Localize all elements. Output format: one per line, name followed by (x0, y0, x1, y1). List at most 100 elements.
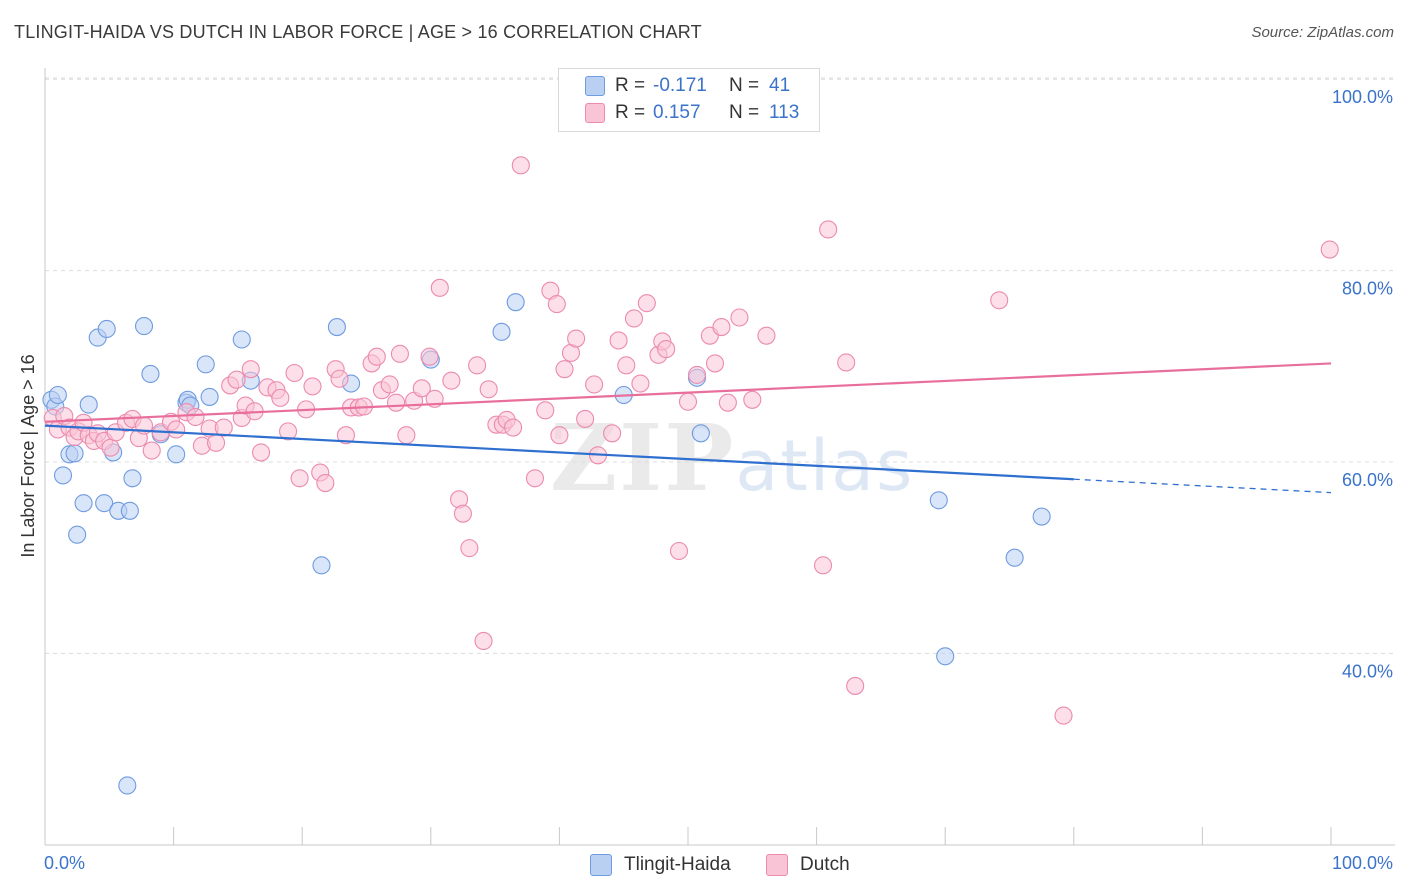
bottom-legend-swatch-tlingit (590, 854, 612, 876)
x-tick-label: 100.0% (1332, 853, 1393, 873)
dutch-point (397, 426, 416, 445)
dutch-point (186, 407, 205, 427)
tlingit-haida-point (120, 501, 139, 520)
tlingit-haida-point (1005, 548, 1024, 567)
dutch-point (678, 392, 698, 411)
legend-r-label: R = (615, 102, 646, 123)
tlingit-haida-point (167, 445, 186, 464)
tlingit-haida-point (1032, 507, 1051, 526)
dutch-point (990, 291, 1009, 310)
legend-r-label: R = (615, 75, 646, 96)
bottom-legend-label-tlingit: Tlingit-Haida (624, 854, 731, 875)
labels-layer: 40.0% 60.0% 80.0% 100.0% 0.0% 100.0% In Labor … (18, 87, 1393, 873)
dutch-point (567, 329, 586, 348)
dutch-point (279, 422, 298, 441)
bottom-legend-label-dutch: Dutch (800, 854, 850, 875)
legend-swatch-dutch (585, 103, 605, 123)
dutch-point (813, 556, 833, 575)
tlingit-haida-point (936, 647, 955, 666)
bottom-legend-dutch: Dutch (766, 852, 850, 878)
dutch-point (547, 295, 566, 314)
dutch-point (730, 308, 749, 327)
dutch-point (585, 375, 604, 394)
dutch-point (712, 318, 731, 337)
dutch-point (837, 353, 856, 372)
dutch-point (330, 369, 349, 388)
y-tick-label: 80.0% (1342, 279, 1393, 299)
dutch-point (251, 443, 271, 462)
dutch-point (669, 541, 689, 561)
dutch-trendline (44, 362, 1332, 423)
dutch-point (511, 156, 530, 175)
y-axis-title: In Labor Force | Age > 16 (18, 354, 38, 557)
bottom-legend-tlingit: Tlingit-Haida (590, 852, 731, 878)
legend-row-tlingit: R = -0.171 N = 41 (585, 73, 790, 99)
dutch-point (214, 418, 233, 437)
tlingit-haida-point (134, 317, 154, 336)
dutch-point (387, 393, 406, 412)
dutch-point (687, 365, 707, 384)
points-layer (42, 156, 1339, 795)
dutch-point (101, 438, 120, 457)
dutch-point (555, 360, 574, 379)
legend-row-dutch: R = 0.157 N = 113 (585, 100, 799, 126)
dutch-point (290, 469, 309, 488)
dutch-point (657, 340, 676, 359)
legend-n-value: 41 (769, 75, 791, 96)
tlingit-haida-point (492, 322, 511, 341)
correlation-legend: R = -0.171 N = 41 R = 0.157 N = 113 (558, 68, 820, 132)
tlingit-haida-point (141, 364, 160, 384)
dutch-point (367, 347, 386, 366)
tlingit-haida-point (48, 385, 67, 405)
tlingit-haida-point (200, 387, 219, 406)
dutch-point (453, 504, 473, 523)
bottom-legend-swatch-dutch (766, 854, 788, 876)
dutch-point (1054, 706, 1073, 725)
dutch-point (536, 401, 555, 420)
legend-n-label: N = (729, 75, 760, 96)
tlingit-haida-point (118, 776, 137, 795)
dutch-point (631, 374, 650, 393)
dutch-point (380, 375, 399, 394)
tlingit-haida-point (74, 494, 93, 513)
dutch-point (743, 390, 762, 409)
dutch-point (303, 377, 322, 396)
dutch-point (617, 356, 636, 375)
dutch-point (316, 474, 335, 493)
tlingit-haida-point (65, 444, 84, 463)
dutch-point (285, 363, 304, 383)
tlingit-haida-point (95, 494, 114, 513)
tlingit-haida-point (97, 319, 116, 339)
dutch-point (336, 426, 355, 445)
dutch-point (637, 294, 656, 313)
axes-layer (44, 68, 1395, 846)
dutch-point (525, 469, 545, 488)
y-tick-label: 60.0% (1342, 470, 1393, 490)
tlingit-haida-point (123, 469, 142, 488)
dutch-point (474, 631, 493, 651)
tlingit-haida-point (691, 424, 710, 443)
dutch-point (1320, 240, 1339, 259)
dutch-point (705, 354, 725, 373)
tlingit-haida-trendline (44, 424, 1074, 481)
dutch-point (757, 326, 776, 345)
dutch-point (609, 331, 628, 350)
dutch-point (550, 426, 569, 445)
dutch-point (846, 676, 865, 695)
dutch-point (390, 344, 409, 363)
dutch-point (412, 379, 431, 398)
dutch-point (206, 433, 226, 452)
tlingit-haida-point (79, 395, 98, 414)
y-tick-label: 40.0% (1342, 661, 1393, 681)
y-tick-label: 100.0% (1332, 87, 1393, 107)
tlingit-haida-point (929, 491, 948, 510)
source-credit: Source: ZipAtlas.com (1251, 24, 1394, 41)
legend-r-value: -0.171 (653, 75, 707, 96)
dutch-point (624, 309, 644, 328)
dutch-point (603, 424, 622, 443)
dutch-point (460, 539, 479, 558)
legend-n-label: N = (729, 102, 760, 123)
tlingit-haida-point (196, 355, 215, 374)
x-tick-label: 0.0% (44, 853, 85, 873)
